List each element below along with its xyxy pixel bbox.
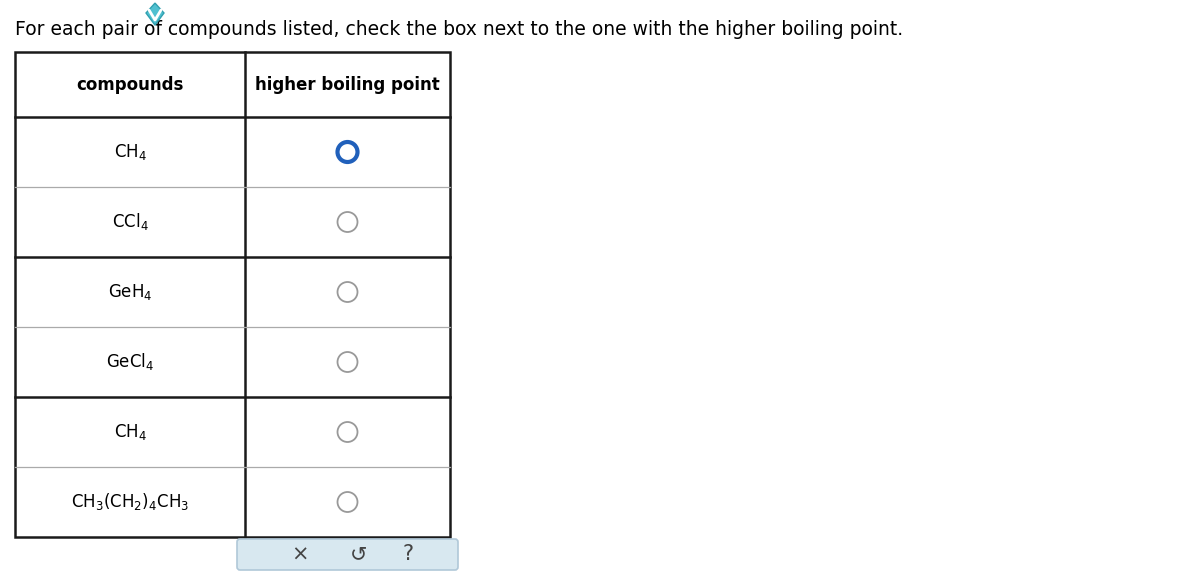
Circle shape — [337, 352, 358, 372]
Text: CH$_3$(CH$_2$)$_4$CH$_3$: CH$_3$(CH$_2$)$_4$CH$_3$ — [71, 491, 190, 513]
Text: CCl$_4$: CCl$_4$ — [112, 212, 149, 232]
Text: GeCl$_4$: GeCl$_4$ — [106, 352, 154, 372]
Text: higher boiling point: higher boiling point — [256, 76, 440, 93]
Circle shape — [337, 422, 358, 442]
Text: GeH$_4$: GeH$_4$ — [108, 282, 152, 302]
FancyBboxPatch shape — [238, 539, 458, 570]
Text: ?: ? — [402, 545, 413, 565]
Text: ×: × — [292, 545, 308, 565]
Circle shape — [337, 142, 358, 162]
Circle shape — [337, 282, 358, 302]
Text: CH$_4$: CH$_4$ — [114, 422, 146, 442]
Bar — [14, 52, 450, 537]
Text: compounds: compounds — [77, 76, 184, 93]
Circle shape — [337, 212, 358, 232]
Polygon shape — [146, 3, 164, 25]
Text: ↺: ↺ — [349, 545, 367, 565]
Circle shape — [337, 492, 358, 512]
Text: For each pair of compounds listed, check the box next to the one with the higher: For each pair of compounds listed, check… — [14, 20, 904, 39]
Text: CH$_4$: CH$_4$ — [114, 142, 146, 162]
